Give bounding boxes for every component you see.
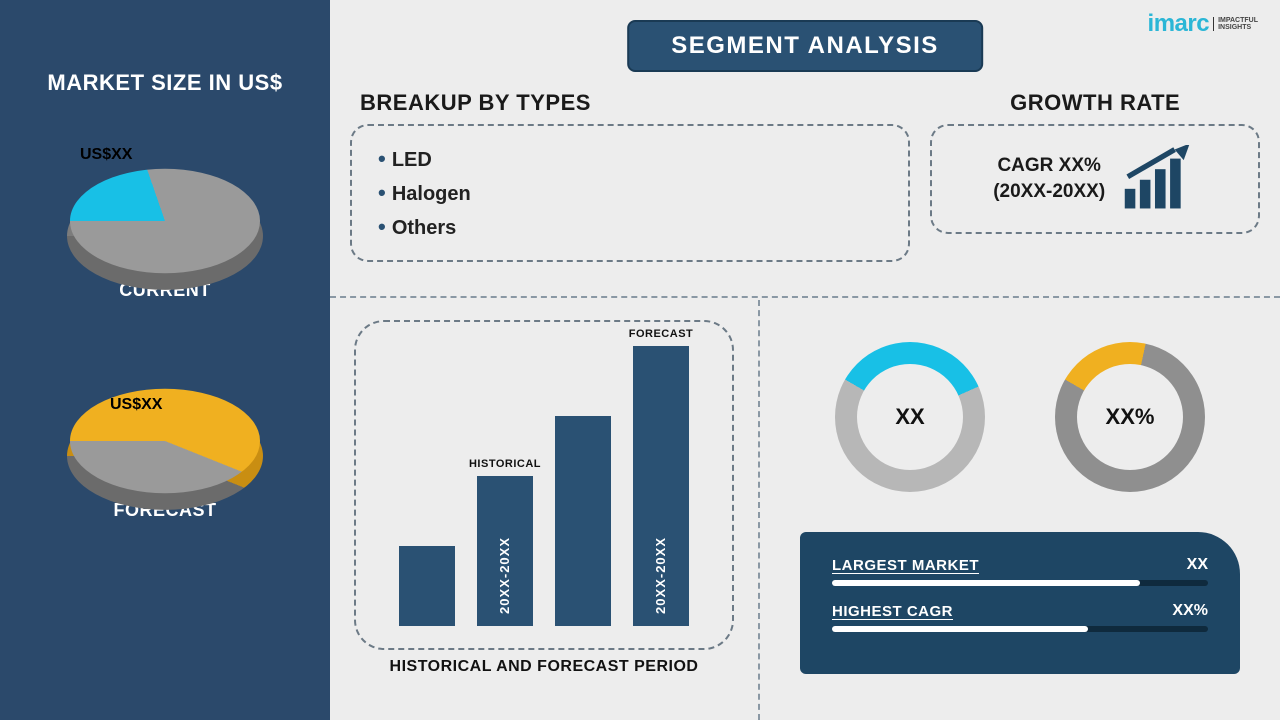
- bar-chart-box: HISTORICAL20XX-20XXFORECAST20XX-20XX: [354, 320, 734, 650]
- metrics-section: XX XX% LARGEST MARKET XX HIGHEST CAGR XX%: [760, 300, 1280, 720]
- stat-value: XX%: [1172, 602, 1208, 620]
- bar-chart-area: HISTORICAL20XX-20XXFORECAST20XX-20XX: [388, 344, 700, 626]
- donut-right: XX%: [1055, 342, 1205, 492]
- growth-chart-icon: [1119, 145, 1197, 213]
- bar-group: HISTORICAL20XX-20XX: [477, 476, 533, 626]
- stats-panel: LARGEST MARKET XX HIGHEST CAGR XX%: [800, 532, 1240, 674]
- bar-group: [399, 546, 455, 626]
- stat-row: HIGHEST CAGR XX%: [832, 602, 1208, 620]
- donut-row: XX XX%: [800, 342, 1240, 492]
- breakup-box: LEDHalogenOthers: [350, 124, 910, 262]
- stat-progress-fill: [832, 626, 1088, 632]
- pie-forecast: US$XX: [50, 346, 280, 476]
- stat-value: XX: [1187, 556, 1208, 574]
- growth-text: CAGR XX%(20XX-20XX): [993, 153, 1105, 204]
- lower-row: HISTORICAL20XX-20XXFORECAST20XX-20XX HIS…: [330, 300, 1280, 720]
- main-panel: imarc IMPACTFULINSIGHTS SEGMENT ANALYSIS…: [330, 0, 1280, 720]
- bar-period-label: 20XX-20XX: [497, 537, 512, 614]
- breakup-list: LEDHalogenOthers: [378, 142, 882, 244]
- brand-logo: imarc IMPACTFULINSIGHTS: [1148, 10, 1258, 38]
- breakup-title: BREAKUP BY TYPES: [360, 90, 910, 116]
- brand-tagline: IMPACTFULINSIGHTS: [1213, 17, 1258, 32]
- pie-current-top: [70, 169, 260, 274]
- bar-chart-section: HISTORICAL20XX-20XXFORECAST20XX-20XX HIS…: [330, 300, 760, 720]
- bar-top-label: HISTORICAL: [469, 458, 541, 470]
- bar: [399, 546, 455, 626]
- stat-row: LARGEST MARKET XX: [832, 556, 1208, 574]
- pie-forecast-top: [70, 389, 260, 494]
- upper-row: BREAKUP BY TYPES LEDHalogenOthers GROWTH…: [350, 90, 1260, 280]
- bar: [555, 416, 611, 626]
- horizontal-divider: [330, 296, 1280, 298]
- pie-current-value: US$XX: [80, 146, 132, 164]
- stat-label: LARGEST MARKET: [832, 557, 979, 574]
- stat-label: HIGHEST CAGR: [832, 603, 953, 620]
- breakup-list-item: Others: [378, 210, 882, 244]
- pie-current: US$XX: [50, 126, 280, 256]
- donut-right-value: XX%: [1055, 342, 1205, 492]
- breakup-list-item: Halogen: [378, 176, 882, 210]
- sidebar-heading: MARKET SIZE IN US$: [47, 70, 282, 96]
- growth-section: GROWTH RATE CAGR XX%(20XX-20XX): [930, 90, 1260, 280]
- bar-period-label: 20XX-20XX: [653, 537, 668, 614]
- stat-progress: [832, 626, 1208, 632]
- donut-left: XX: [835, 342, 985, 492]
- bar-group: FORECAST20XX-20XX: [633, 346, 689, 626]
- growth-box: CAGR XX%(20XX-20XX): [930, 124, 1260, 234]
- pie-forecast-value: US$XX: [110, 396, 162, 414]
- stat-progress-fill: [832, 580, 1140, 586]
- page-title: SEGMENT ANALYSIS: [627, 20, 983, 72]
- stat-progress: [832, 580, 1208, 586]
- breakup-section: BREAKUP BY TYPES LEDHalogenOthers: [350, 90, 910, 280]
- bar-group: [555, 416, 611, 626]
- donut-left-value: XX: [835, 342, 985, 492]
- bar-chart-caption: HISTORICAL AND FORECAST PERIOD: [354, 658, 734, 676]
- sidebar: MARKET SIZE IN US$ US$XX CURRENT US$XX F…: [0, 0, 330, 720]
- bar-top-label: FORECAST: [629, 328, 694, 340]
- brand-logo-text: imarc: [1148, 10, 1210, 38]
- growth-title: GROWTH RATE: [1010, 90, 1180, 116]
- bar: FORECAST20XX-20XX: [633, 346, 689, 626]
- breakup-list-item: LED: [378, 142, 882, 176]
- bar: HISTORICAL20XX-20XX: [477, 476, 533, 626]
